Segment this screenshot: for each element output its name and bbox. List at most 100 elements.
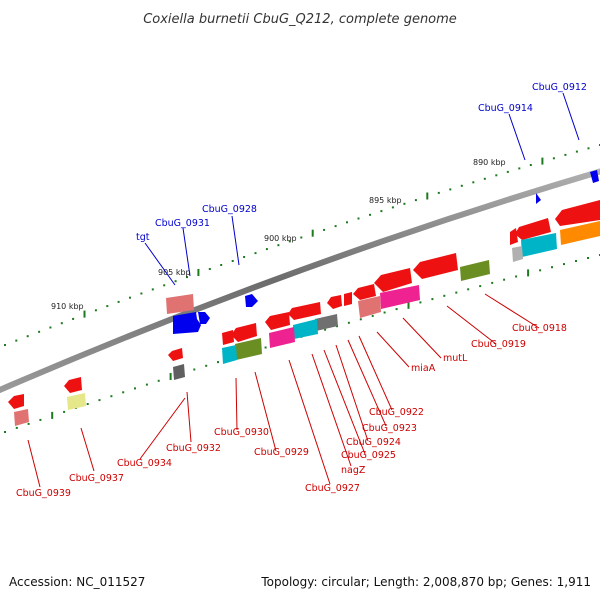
major-tick (311, 229, 314, 237)
gene-feature[interactable] (293, 319, 318, 339)
minor-tick (371, 314, 374, 317)
gene-feature[interactable] (555, 200, 600, 226)
minor-tick (587, 257, 589, 259)
genome-backbone (0, 168, 600, 394)
gene-feature[interactable] (512, 246, 523, 262)
gene-label-cbug-0928[interactable]: CbuG_0928 (202, 204, 257, 215)
gene-feature[interactable] (67, 393, 86, 410)
gene-feature[interactable] (521, 233, 557, 257)
major-tick (407, 301, 410, 309)
gene-label-cbug-0937[interactable]: CbuG_0937 (69, 473, 124, 484)
minor-tick (186, 276, 188, 279)
minor-tick (98, 399, 101, 402)
gene-label-mutl[interactable]: mutL (443, 353, 468, 364)
minor-tick (575, 150, 578, 153)
gene-label-cbug-0927[interactable]: CbuG_0927 (305, 483, 360, 494)
gene-label-cbug-0914[interactable]: CbuG_0914 (478, 103, 533, 114)
gene-feature[interactable] (460, 260, 490, 281)
gene-feature[interactable] (510, 228, 518, 245)
minor-tick (346, 221, 348, 224)
gene-label-cbug-0931[interactable]: CbuG_0931 (155, 218, 210, 229)
gene-feature[interactable] (173, 312, 201, 334)
gene-label-tgt[interactable]: tgt (136, 232, 150, 243)
minor-tick (157, 379, 160, 382)
forward-strand-genes (166, 170, 599, 334)
gene-feature[interactable] (14, 409, 29, 426)
minor-tick (455, 291, 458, 294)
gene-feature[interactable] (536, 193, 541, 204)
gene-feature[interactable] (198, 312, 210, 324)
minor-tick (60, 322, 63, 325)
reverse-strand-genes (8, 200, 600, 426)
minor-tick (15, 426, 18, 429)
gene-feature[interactable] (590, 170, 599, 183)
gene-feature[interactable] (380, 285, 420, 309)
major-tick (83, 310, 86, 318)
gene-feature[interactable] (265, 312, 290, 330)
gene-label-cbug-0919[interactable]: CbuG_0919 (471, 339, 526, 350)
gene-label-nagz[interactable]: nagZ (341, 465, 366, 476)
gene-feature[interactable] (327, 295, 342, 309)
map-title: Coxiella burnetii CbuG_Q212, complete ge… (143, 12, 457, 27)
gene-label-cbug-0939[interactable]: CbuG_0939 (16, 488, 71, 499)
minor-tick (264, 346, 267, 349)
gene-feature[interactable] (64, 377, 82, 393)
gene-feature[interactable] (413, 253, 458, 279)
gene-feature[interactable] (222, 330, 234, 345)
gene-label-cbug-0929[interactable]: CbuG_0929 (254, 447, 309, 458)
gene-feature[interactable] (8, 394, 24, 409)
gene-feature[interactable] (358, 296, 381, 318)
gene-label-cbug-0925[interactable]: CbuG_0925 (341, 450, 396, 461)
scale-label-910: 910 kbp (51, 302, 84, 311)
minor-tick (106, 305, 109, 308)
gene-feature[interactable] (560, 221, 600, 245)
gene-feature[interactable] (222, 345, 237, 364)
gene-label-cbug-0924[interactable]: CbuG_0924 (346, 437, 401, 448)
gene-label-cbug-0934[interactable]: CbuG_0934 (117, 458, 172, 469)
minor-tick (208, 268, 211, 270)
minor-tick (243, 256, 246, 258)
minor-tick (231, 260, 234, 262)
gene-feature[interactable] (315, 314, 338, 331)
gene-label-miaa[interactable]: miaA (411, 363, 436, 374)
gene-feature[interactable] (231, 323, 257, 342)
minor-tick (193, 368, 196, 371)
gene-label-cbug-0912[interactable]: CbuG_0912 (532, 82, 587, 93)
minor-tick (491, 281, 494, 284)
gene-feature[interactable] (269, 327, 295, 348)
gene-feature[interactable] (288, 302, 321, 320)
gene-label-cbug-0923[interactable]: CbuG_0923 (362, 423, 417, 434)
gene-label-cbug-0918[interactable]: CbuG_0918 (512, 323, 567, 334)
major-tick (527, 269, 530, 277)
gene-label-cbug-0932[interactable]: CbuG_0932 (166, 443, 221, 454)
minor-tick (431, 298, 434, 301)
minor-tick (174, 280, 177, 283)
gene-label-cbug-0930[interactable]: CbuG_0930 (214, 427, 269, 438)
footer-accession: Accession: NC_011527 (9, 575, 145, 589)
gene-feature[interactable] (245, 294, 258, 307)
minor-tick (472, 181, 475, 184)
minor-tick (265, 248, 268, 251)
minor-tick (49, 326, 52, 329)
minor-tick (551, 266, 553, 269)
gene-feature[interactable] (353, 284, 376, 300)
gene-feature[interactable] (235, 338, 262, 360)
gene-feature[interactable] (374, 268, 412, 292)
major-tick (51, 411, 54, 419)
gene-label-cbug-0922[interactable]: CbuG_0922 (369, 407, 424, 418)
scale-label-900: 900 kbp (264, 234, 297, 243)
minor-tick (63, 410, 66, 413)
gene-feature[interactable] (168, 348, 183, 361)
gene-feature[interactable] (166, 294, 194, 314)
minor-tick (117, 300, 120, 303)
minor-tick (564, 153, 567, 156)
gene-feature[interactable] (515, 218, 551, 240)
gene-feature[interactable] (344, 292, 352, 306)
minor-tick (403, 202, 406, 205)
minor-tick (380, 210, 383, 213)
minor-tick (300, 236, 303, 239)
scale-label-905: 905 kbp (158, 268, 191, 277)
gene-feature[interactable] (173, 364, 185, 380)
minor-tick (110, 395, 113, 398)
minor-tick (38, 330, 41, 333)
